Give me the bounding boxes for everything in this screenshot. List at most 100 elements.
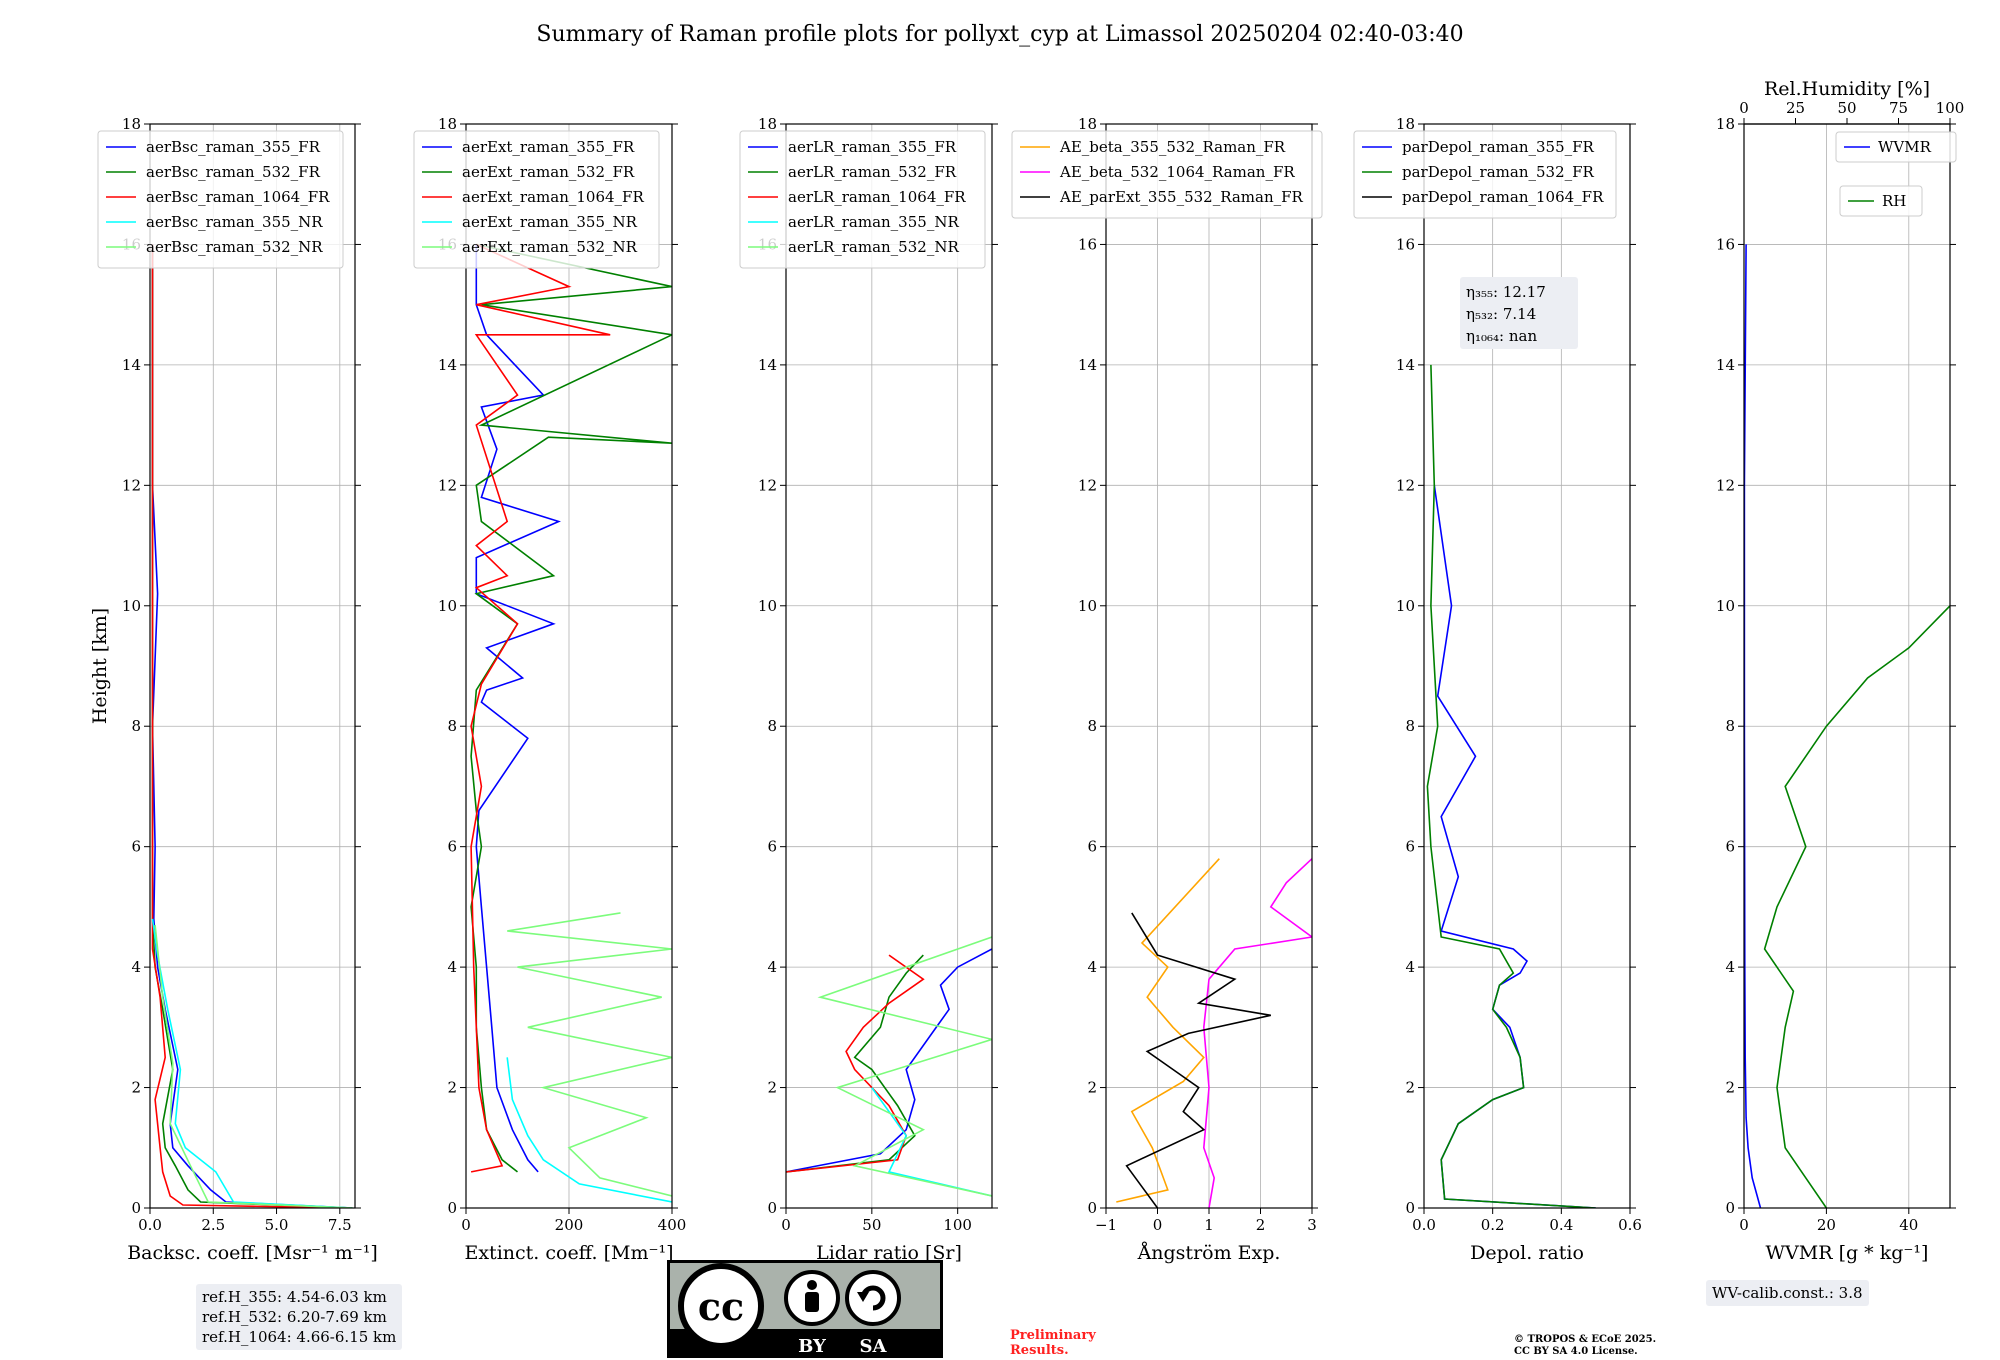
annotation-line: η₃₅₅: 12.17 [1466, 283, 1546, 301]
annotation-box [1460, 277, 1578, 349]
series-line-aerExt_raman_532_NR [507, 912, 672, 1197]
y-tick-label: 14 [438, 356, 457, 374]
y-tick-label: 8 [447, 717, 457, 735]
x-tick-label: 5.0 [265, 1216, 289, 1234]
annotation-line: η₁₀₆₄: nan [1466, 327, 1537, 345]
legend-label: aerBsc_raman_355_NR [146, 213, 323, 231]
legend-label: aerExt_raman_1064_FR [462, 188, 644, 206]
legend-label: aerLR_raman_355_NR [788, 213, 959, 231]
y-tick-label: 4 [1087, 958, 1097, 976]
x-tick-label: 2 [1256, 1216, 1266, 1234]
sa-icon [845, 1270, 901, 1326]
x-tick-label: 0 [1153, 1216, 1163, 1234]
y-tick-label: 18 [122, 115, 141, 133]
y-tick-label: 14 [1078, 356, 1097, 374]
series-line-aerLR_raman_532_NR [817, 936, 992, 1197]
legend-label: aerLR_raman_1064_FR [788, 188, 966, 206]
series-line-parDepol_raman_532_FR [1426, 364, 1596, 1208]
y-tick-label: 8 [1725, 717, 1735, 735]
x-axis-label: Depol. ratio [1470, 1242, 1584, 1264]
y-tick-label: 16 [1716, 235, 1735, 253]
copyright-line-1: © TROPOS & ECoE 2025. [1514, 1334, 1657, 1345]
x-tick-label: 0 [461, 1216, 471, 1234]
legend-label: aerBsc_raman_355_FR [146, 138, 321, 156]
y-tick-label: 6 [131, 838, 141, 856]
copyright-note: © TROPOS & ECoE 2025. CC BY SA 4.0 Licen… [1514, 1334, 1656, 1358]
legend-label: aerLR_raman_532_NR [788, 238, 959, 256]
y-tick-label: 8 [767, 717, 777, 735]
y-tick-label: 2 [1405, 1079, 1415, 1097]
wv-calibration-box: WV-calib.const.: 3.8 [1706, 1280, 1869, 1306]
legend-label: RH [1882, 192, 1906, 210]
legend-label: aerBsc_raman_1064_FR [146, 188, 330, 206]
ref-height-1064: ref.H_1064: 4.66-6.15 km [202, 1328, 397, 1346]
x2-tick-label: 25 [1786, 99, 1805, 117]
cc-logo-text: cc [698, 1284, 744, 1329]
series-line-AE_beta_355_532_Raman_FR [1116, 858, 1220, 1203]
series-line-aerExt_raman_532_FR [470, 243, 672, 1173]
legend-label: parDepol_raman_355_FR [1402, 138, 1595, 156]
legend: parDepol_raman_355_FR parDepol_raman_532_… [1353, 130, 1617, 219]
legend: AE_beta_355_532_Raman_FR AE_beta_532_1064… [1011, 130, 1323, 219]
y-tick-label: 12 [122, 476, 141, 494]
y-tick-label: 6 [1725, 838, 1735, 856]
x-axis-label: Ångström Exp. [1137, 1242, 1281, 1264]
legend-RH: RH [1839, 185, 1923, 217]
y-tick-label: 12 [1716, 476, 1735, 494]
panel-2: 0246810121416180200400Extinct. coeff. [M… [413, 115, 686, 1264]
x-tick-label: 0.2 [1481, 1216, 1505, 1234]
y-tick-label: 14 [758, 356, 777, 374]
by-label: BY [798, 1336, 827, 1357]
y-tick-label: 0 [1087, 1199, 1097, 1217]
copyright-line-2: CC BY SA 4.0 License. [1514, 1346, 1638, 1357]
series-group [151, 244, 353, 1208]
legend-label: parDepol_raman_532_FR [1402, 163, 1595, 181]
series-line-aerExt_raman_355_FR [475, 244, 561, 1173]
y-tick-label: 2 [1087, 1079, 1097, 1097]
panel-5: 0 2 4 6 8 10 12 14 16 18 0.0 0.2 0.4 0.6 Depol. ratio p… [1353, 115, 1642, 1264]
y-tick-label: 16 [1078, 235, 1097, 253]
legend-box [1011, 130, 1323, 219]
legend-label: AE_parExt_355_532_Raman_FR [1059, 188, 1304, 206]
y-tick-label: 0 [131, 1199, 141, 1217]
legend-label: parDepol_raman_1064_FR [1402, 188, 1604, 206]
x-tick-label: 7.5 [328, 1216, 352, 1234]
x-tick-label: 0.6 [1618, 1216, 1642, 1234]
series-line-aerBsc_raman_355_NR [151, 918, 353, 1208]
y-tick-label: 14 [1716, 356, 1735, 374]
x-axis-label: WVMR [g * kg⁻¹] [1766, 1242, 1929, 1264]
x-axis-label: Backsc. coeff. [Msr⁻¹ m⁻¹] [127, 1242, 378, 1264]
y-tick-label: 18 [758, 115, 777, 133]
y-tick-label: 2 [447, 1079, 457, 1097]
x-tick-label: 100 [943, 1216, 972, 1234]
y-tick-label: 12 [1396, 476, 1415, 494]
y-tick-label: 2 [131, 1079, 141, 1097]
axes-frame [785, 123, 993, 1209]
axes-frame [1743, 123, 1951, 1209]
series-group [1116, 858, 1312, 1208]
y-tick-label: 6 [1087, 838, 1097, 856]
x-tick-label: 0.0 [1412, 1216, 1436, 1234]
legend: aerBsc_raman_355_FR aerBsc_raman_532_FRae… [97, 130, 344, 269]
series-line-aerExt_raman_355_NR [506, 1057, 672, 1203]
series-line-aerLR_raman_532_FR [786, 954, 924, 1173]
cc-license-badge: cc BY SA [667, 1260, 943, 1358]
legend-box [413, 130, 660, 269]
y-tick-label: 6 [767, 838, 777, 856]
annotation-line: η₅₃₂: 7.14 [1466, 305, 1536, 323]
y-tick-label: 10 [1078, 597, 1097, 615]
y-tick-label: 2 [1725, 1079, 1735, 1097]
y-tick-label: 4 [131, 958, 141, 976]
legend-label: aerExt_raman_355_FR [462, 138, 635, 156]
x2-tick-label: 50 [1837, 99, 1856, 117]
y-tick-label: 18 [1078, 115, 1097, 133]
series-line-aerLR_raman_355_NR [871, 1087, 992, 1197]
legend-box [1353, 130, 1617, 219]
y-tick-label: 8 [1087, 717, 1097, 735]
x2-tick-label: 0 [1739, 99, 1749, 117]
legend-label: aerBsc_raman_532_FR [146, 163, 321, 181]
